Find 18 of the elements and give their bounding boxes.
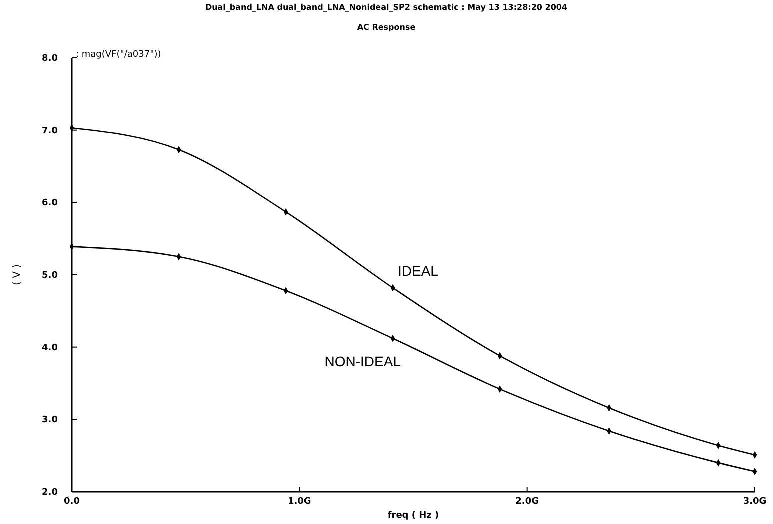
y-tick-label: 5.0 [42,271,58,281]
y-axis-title: ( V ) [12,264,23,286]
series-label: NON-IDEAL [324,354,402,370]
y-tick-label: 2.0 [42,488,58,498]
x-tick-label: 3.0G [743,497,767,507]
x-axis-title: freq ( Hz ) [388,511,440,521]
y-tick-label: 4.0 [42,343,58,354]
x-tick-label: 2.0G [516,497,540,507]
x-tick-label: 1.0G [288,497,312,507]
y-tick-label: 6.0 [42,198,58,209]
chart-title: Dual_band_LNA dual_band_LNA_Nonideal_SP2 schematic : May 13 13:28:20 2004 [205,3,568,12]
chart-subtitle: AC Response [357,23,416,32]
y-tick-label: 7.0 [42,126,58,136]
x-tick-label: 0.0 [64,497,80,507]
annotation: : mag(VF("/a037")) [76,50,162,60]
series-label: IDEAL [398,263,439,280]
y-tick-label: 8.0 [42,54,58,64]
y-tick-label: 3.0 [42,416,58,426]
